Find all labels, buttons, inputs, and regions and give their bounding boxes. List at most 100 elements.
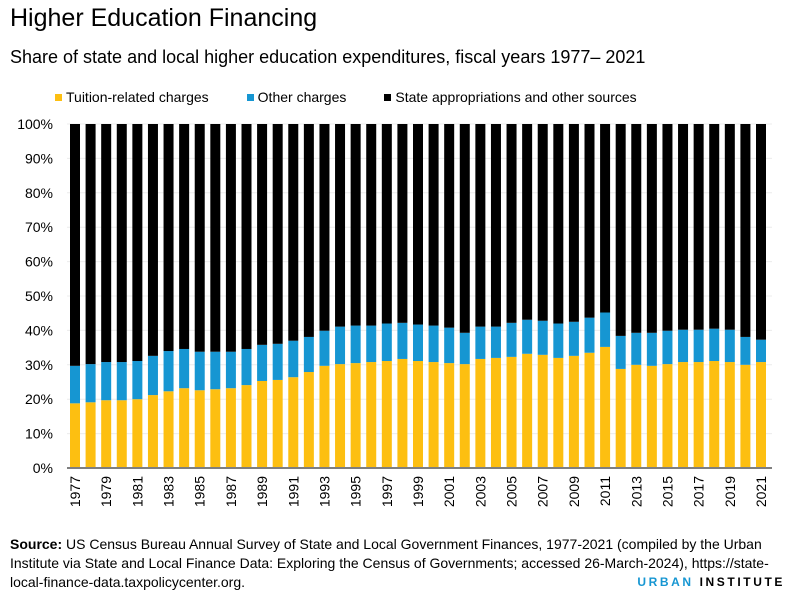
bar-segment-tuition xyxy=(646,365,657,468)
bar-segment-other xyxy=(225,351,236,389)
bar-segment-other xyxy=(335,326,346,365)
legend-item-state: State appropriations and other sources xyxy=(384,89,637,105)
bar-segment-state xyxy=(147,124,158,356)
x-tick-label: 1985 xyxy=(192,476,208,507)
logo-institute: INSTITUTE xyxy=(699,575,785,589)
bar-segment-tuition xyxy=(381,361,392,468)
bar-segment-tuition xyxy=(459,364,470,468)
bar-segment-state xyxy=(537,124,548,321)
x-tick-label: 1997 xyxy=(379,476,395,507)
bar-segment-other xyxy=(194,351,205,391)
bar-segment-state xyxy=(740,124,751,337)
y-tick-label: 50% xyxy=(25,288,53,304)
bar-segment-state xyxy=(490,124,501,327)
x-tick-label: 2009 xyxy=(566,476,582,507)
x-tick-label: 2017 xyxy=(691,476,707,507)
bar-segment-state xyxy=(319,124,330,331)
bar-segment-other xyxy=(600,312,611,347)
x-tick-label: 1983 xyxy=(161,476,177,507)
bar-segment-tuition xyxy=(615,368,626,468)
bar-segment-tuition xyxy=(101,400,112,468)
bar-segment-other xyxy=(413,324,423,362)
bar-segment-tuition xyxy=(444,363,455,468)
x-tick-label: 1995 xyxy=(348,476,364,507)
x-tick-label: 1977 xyxy=(67,476,83,507)
bar-segment-other xyxy=(740,336,751,365)
bar-segment-other xyxy=(147,355,158,396)
bar-segment-tuition xyxy=(413,361,423,468)
bar-segment-tuition xyxy=(272,379,283,468)
bar-segment-tuition xyxy=(553,357,564,468)
x-tick-label: 2011 xyxy=(597,476,613,506)
bar-segment-other xyxy=(506,322,517,357)
legend-label: Tuition-related charges xyxy=(66,89,209,105)
bar-segment-state xyxy=(646,124,657,333)
bar-segment-other xyxy=(459,332,470,365)
bar-segment-state xyxy=(350,124,361,326)
bar-segment-state xyxy=(85,124,96,365)
x-tick-label: 2007 xyxy=(535,476,551,507)
bar-segment-tuition xyxy=(475,358,486,468)
bar-segment-tuition xyxy=(678,362,689,468)
bar-segment-tuition xyxy=(740,364,751,468)
legend-swatch-state xyxy=(384,93,392,101)
bar-segment-tuition xyxy=(756,362,766,468)
y-tick-label: 100% xyxy=(17,116,53,132)
bar-segment-other xyxy=(381,323,392,362)
bar-segment-state xyxy=(288,124,299,341)
y-tick-label: 60% xyxy=(25,254,53,270)
bar-segment-other xyxy=(709,328,720,362)
bar-segment-other xyxy=(662,330,673,365)
bar-segment-other xyxy=(631,332,642,365)
plot-area: 0% 10% 20% 30% 40% 50% 60% 70% 80% 90% 100% 1977 197… xyxy=(17,116,772,507)
bar-segment-state xyxy=(600,124,611,313)
bar-segment-other xyxy=(584,317,595,353)
bar-segment-tuition xyxy=(288,377,299,468)
bar-segment-tuition xyxy=(70,403,80,468)
bar-segment-state xyxy=(568,124,579,322)
bar-segment-state xyxy=(553,124,564,324)
bar-segment-tuition xyxy=(194,390,205,468)
bar-segment-other xyxy=(116,362,127,401)
x-tick-label: 1991 xyxy=(285,476,301,507)
bar-segment-tuition xyxy=(537,354,548,468)
bar-segment-other xyxy=(553,323,564,358)
bar-segment-state xyxy=(116,124,127,363)
bar-segment-state xyxy=(257,124,268,345)
bar-segment-state xyxy=(101,124,112,363)
bar-segment-other xyxy=(678,329,689,363)
bar-segment-state xyxy=(179,124,190,349)
bar-segment-other xyxy=(444,327,455,364)
bar-segment-other xyxy=(397,322,408,359)
x-tick-label: 1989 xyxy=(254,476,270,507)
bar-segment-other xyxy=(350,325,361,364)
bar-segment-state xyxy=(693,124,704,330)
bar-segment-other xyxy=(179,348,190,389)
bar-segment-state xyxy=(615,124,626,336)
bar-segment-other xyxy=(646,332,657,366)
bar-segment-tuition xyxy=(724,362,735,468)
y-tick-label: 10% xyxy=(25,426,53,442)
bar-segment-tuition xyxy=(85,402,96,468)
source-label: Source: xyxy=(10,536,63,552)
bar-segment-tuition xyxy=(693,362,704,468)
bar-segment-other xyxy=(490,326,501,358)
legend-label: Other charges xyxy=(257,89,347,105)
bar-segment-tuition xyxy=(303,372,314,468)
bar-segment-tuition xyxy=(584,352,595,468)
bar-segment-state xyxy=(397,124,408,323)
bar-segment-state xyxy=(335,124,346,327)
chart-subtitle: Share of state and local higher educatio… xyxy=(10,47,646,67)
bar-segment-state xyxy=(194,124,205,352)
bar-segment-other xyxy=(428,325,439,363)
bar-segment-other xyxy=(101,362,112,401)
x-tick-label: 1987 xyxy=(223,476,239,507)
bar-segment-other xyxy=(615,335,626,369)
bar-segment-state xyxy=(70,124,80,366)
chart-title: Higher Education Financing xyxy=(10,4,318,32)
x-tick-label: 2005 xyxy=(504,476,520,507)
bar-segment-state xyxy=(366,124,377,326)
bar-segment-state xyxy=(272,124,283,344)
bar-segment-tuition xyxy=(428,362,439,468)
bar-segment-tuition xyxy=(116,400,127,468)
